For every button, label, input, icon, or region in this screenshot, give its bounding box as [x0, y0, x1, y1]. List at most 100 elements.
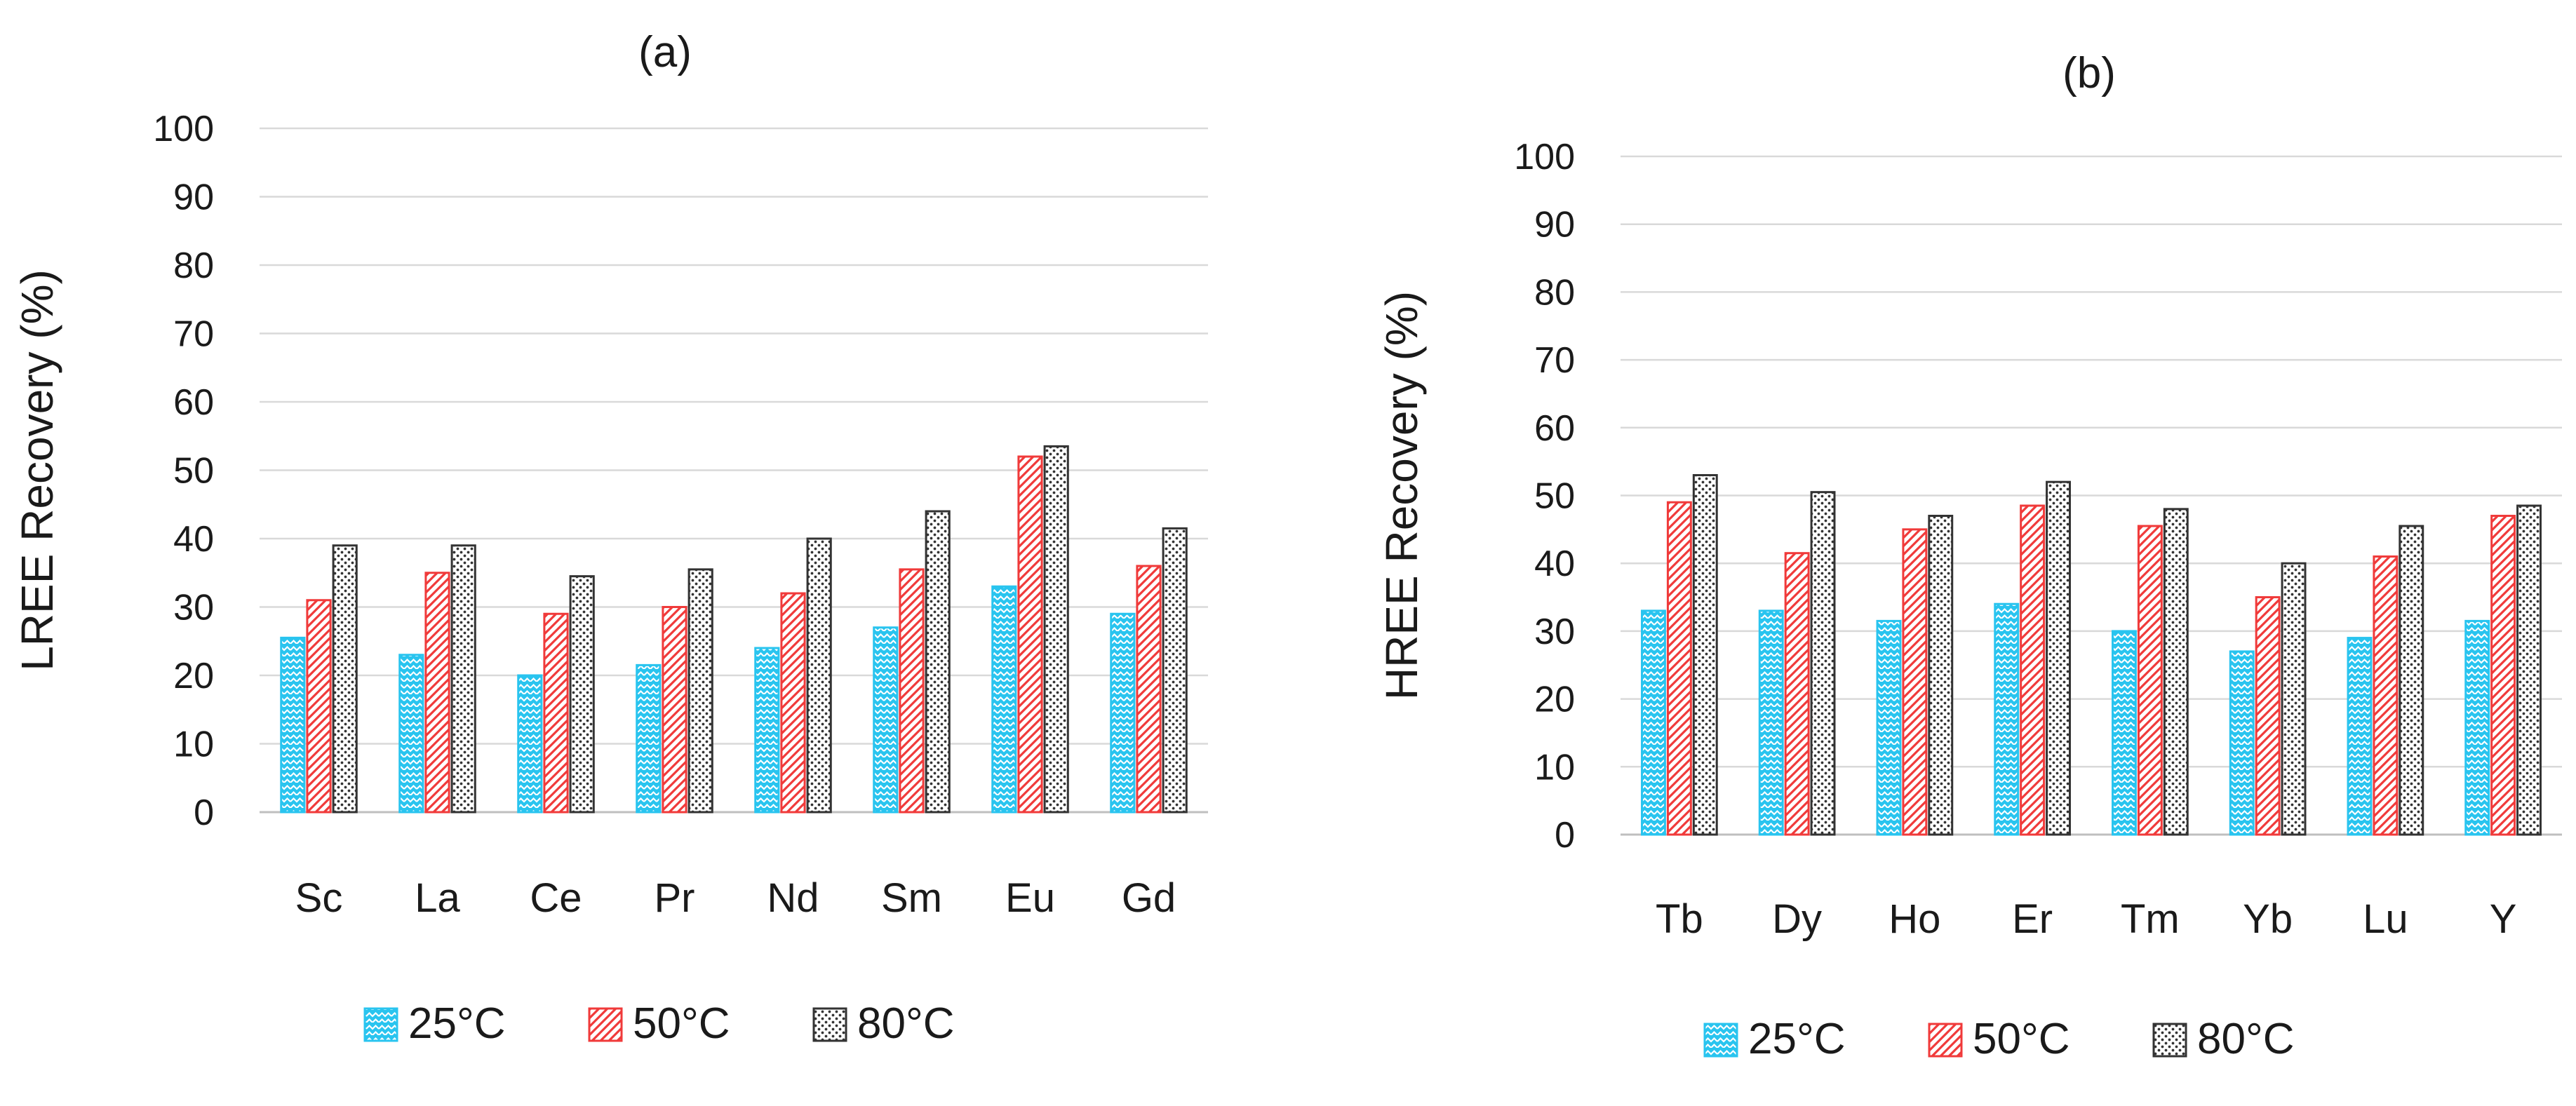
bar-ho-25c	[1876, 619, 1902, 836]
bar-pr-25c	[636, 663, 662, 814]
x-tick-label: Sc	[295, 875, 343, 921]
legend-label: 80°C	[2197, 1015, 2295, 1063]
bar-sc-50c	[306, 599, 332, 814]
legend-swatch-50c	[1928, 1023, 1963, 1058]
y-tick-label: 0	[1555, 815, 1575, 856]
y-tick-label: 100	[153, 109, 214, 149]
bar-y-80c	[2516, 504, 2542, 836]
bar-sm-80c	[925, 510, 951, 814]
x-tick-label: Y	[2490, 896, 2517, 942]
bar-sc-80c	[332, 544, 358, 814]
bar-la-25c	[398, 654, 424, 814]
bar-er-50c	[2020, 504, 2046, 836]
y-tick-label: 30	[1534, 612, 1575, 652]
x-tick-label: Tm	[2121, 896, 2180, 942]
legend-label: 50°C	[633, 999, 730, 1048]
legend-swatch-50c	[588, 1007, 623, 1042]
bar-dy-50c	[1784, 552, 1810, 836]
bar-ho-50c	[1902, 528, 1928, 836]
x-tick-label: Ce	[530, 875, 582, 921]
x-tick-label: La	[415, 875, 460, 921]
bar-tm-50c	[2137, 525, 2163, 836]
bar-eu-50c	[1017, 455, 1043, 814]
legend-swatch-25c	[1703, 1023, 1738, 1058]
bar-tb-25c	[1641, 609, 1666, 836]
y-tick-label: 70	[1534, 340, 1575, 381]
legend-label: 25°C	[408, 999, 506, 1048]
y-tick-label: 60	[173, 382, 214, 423]
bar-la-80c	[450, 544, 476, 814]
chart-title: (a)	[638, 28, 692, 76]
bar-la-50c	[424, 572, 450, 814]
y-tick-label: 100	[1514, 137, 1575, 177]
y-tick-label: 10	[173, 724, 214, 765]
bar-er-25c	[1994, 602, 2020, 836]
bar-pr-80c	[687, 568, 713, 814]
y-tick-label: 70	[173, 314, 214, 355]
x-tick-label: Nd	[767, 875, 819, 921]
bar-dy-25c	[1758, 609, 1784, 836]
y-tick-label: 90	[1534, 205, 1575, 245]
bar-ce-25c	[517, 674, 543, 814]
bar-ce-80c	[569, 575, 595, 814]
legend-swatch-80c	[2152, 1023, 2187, 1058]
panel-a: (a) LREE Recovery (%) 0 10 20 30 40 50 60 70 80 90 1…	[12, 28, 1208, 1048]
bar-lu-25c	[2347, 637, 2373, 836]
bar-yb-50c	[2255, 596, 2281, 836]
bar-er-80c	[2046, 480, 2071, 836]
bar-eu-80c	[1043, 445, 1069, 814]
y-tick-label: 90	[173, 177, 214, 218]
y-axis-label: LREE Recovery (%)	[12, 269, 62, 671]
y-tick-label: 50	[1534, 476, 1575, 517]
bar-lu-50c	[2373, 555, 2399, 836]
bar-dy-80c	[1810, 491, 1836, 836]
x-tick-label: Sm	[881, 875, 942, 921]
bar-yb-25c	[2229, 650, 2255, 836]
y-tick-label: 10	[1534, 747, 1575, 788]
bar-ho-80c	[1928, 515, 1954, 836]
y-axis-label: HREE Recovery (%)	[1376, 291, 1427, 700]
x-tick-label: Ho	[1889, 896, 1940, 942]
legend-label: 80°C	[857, 999, 955, 1048]
chart-title: (b)	[2062, 49, 2116, 97]
y-tick-label: 0	[194, 793, 214, 833]
x-tick-label: Pr	[655, 875, 695, 921]
y-tick-label: 80	[173, 245, 214, 286]
bar-gd-50c	[1136, 565, 1162, 814]
y-tick-label: 40	[1534, 544, 1575, 584]
bar-tm-25c	[2112, 630, 2137, 836]
bar-tm-80c	[2163, 508, 2189, 836]
bar-tb-50c	[1666, 501, 1692, 836]
y-tick-label: 50	[173, 451, 214, 492]
x-tick-label: Eu	[1005, 875, 1055, 921]
bar-lu-80c	[2399, 525, 2424, 836]
bar-sm-25c	[873, 626, 899, 814]
y-tick-label: 60	[1534, 408, 1575, 449]
bar-nd-80c	[806, 537, 832, 814]
x-tick-label: Lu	[2363, 896, 2408, 942]
bar-sm-50c	[899, 568, 925, 814]
x-tick-label: Gd	[1122, 875, 1176, 921]
legend-swatch-80c	[812, 1007, 847, 1042]
panel-b: (b) HREE Recovery (%) 0 10 20 30 40 50 60 70 80 90 1…	[1376, 49, 2562, 1063]
x-tick-label: Dy	[1772, 896, 1822, 942]
bar-yb-80c	[2281, 562, 2307, 836]
bar-nd-50c	[780, 592, 806, 814]
legend-label: 50°C	[1973, 1015, 2070, 1063]
x-tick-label: Er	[2012, 896, 2053, 942]
bar-gd-80c	[1162, 527, 1188, 814]
legend-swatch-25c	[363, 1007, 398, 1042]
bar-nd-25c	[754, 647, 780, 814]
y-tick-label: 40	[173, 519, 214, 560]
y-tick-label: 80	[1534, 272, 1575, 313]
bar-gd-25c	[1110, 612, 1136, 814]
x-tick-label: Yb	[2243, 896, 2293, 942]
bar-tb-80c	[1692, 473, 1718, 836]
x-tick-label: Tb	[1656, 896, 1703, 942]
y-tick-label: 30	[173, 588, 214, 628]
bar-eu-25c	[991, 585, 1017, 814]
y-tick-label: 20	[173, 656, 214, 696]
bar-pr-50c	[662, 606, 687, 814]
bar-y-25c	[2464, 619, 2490, 836]
